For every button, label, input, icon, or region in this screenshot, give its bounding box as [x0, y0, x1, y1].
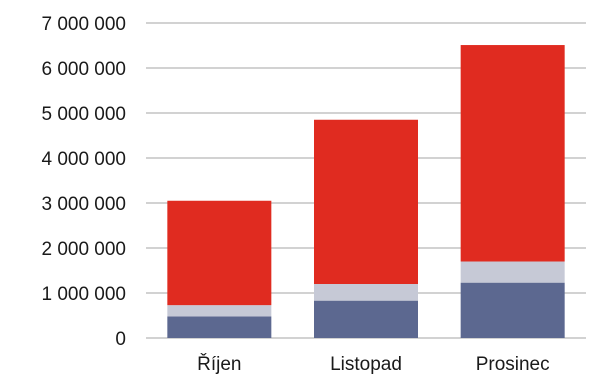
bar-segment [314, 284, 418, 301]
y-tick-label: 6 000 000 [41, 59, 126, 80]
bar-segment [314, 300, 418, 338]
x-axis-ticks: Říjen Listopad Prosinec [197, 353, 549, 375]
y-tick-label: 1 000 000 [41, 284, 126, 305]
bar-segment [460, 45, 565, 262]
y-tick-label: 7 000 000 [41, 14, 126, 35]
bar-segment [167, 305, 272, 317]
y-tick-label: 0 [115, 329, 126, 350]
bar-segment [314, 119, 418, 284]
y-tick-label: 4 000 000 [41, 149, 126, 170]
bar-segment [460, 282, 565, 338]
bars [167, 45, 565, 338]
bar-segment [460, 261, 565, 283]
x-tick-label: Prosinec [476, 354, 550, 375]
x-tick-label: Říjen [197, 353, 241, 375]
y-tick-label: 5 000 000 [41, 104, 126, 125]
bar-segment [167, 200, 272, 306]
y-tick-label: 2 000 000 [41, 239, 126, 260]
bar-segment [167, 316, 272, 338]
y-axis-ticks: 0 1 000 000 2 000 000 3 000 000 4 000 000 5 0… [41, 14, 126, 350]
y-tick-label: 3 000 000 [41, 194, 126, 215]
x-tick-label: Listopad [330, 354, 402, 375]
